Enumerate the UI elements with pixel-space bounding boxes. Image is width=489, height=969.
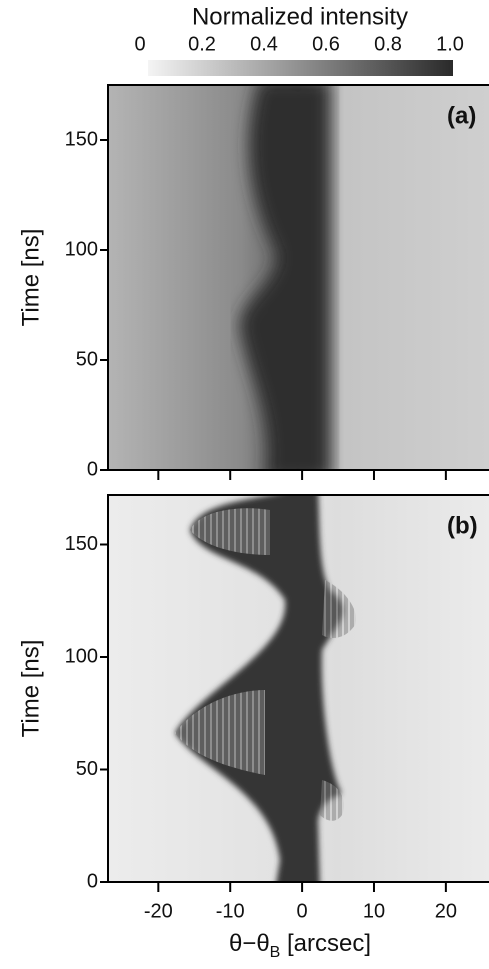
x-axis-label-part: [arcsec] [280, 930, 371, 957]
y-tick-label: 50 [76, 758, 98, 780]
y-tick-label: 150 [65, 128, 98, 150]
colorbar-tick-label: 0.4 [250, 33, 278, 55]
x-axis-label: θ−θB [arcsec] [229, 930, 371, 961]
x-axis-label-part: B [270, 944, 281, 961]
y-tick-label: 50 [76, 348, 98, 370]
colorbar-tick-label: 0.2 [188, 33, 216, 55]
colorbar-tick-label: 0.6 [312, 33, 340, 55]
frame [107, 84, 489, 471]
x-tick-label: -10 [216, 900, 245, 922]
y-tick-label: 100 [65, 645, 98, 667]
heatmap-image [108, 495, 489, 882]
x-tick-label: 10 [363, 900, 385, 922]
colorbar-tick-label: 0.8 [374, 33, 402, 55]
x-tick-label: 0 [297, 900, 308, 922]
heatmap-image [108, 85, 489, 470]
y-axis-label: Time [ns] [17, 229, 44, 327]
frame [107, 494, 489, 883]
y-axis-label: Time [ns] [17, 640, 44, 738]
colorbar-tick-label: 0 [134, 33, 145, 55]
panel-label: (b) [447, 512, 478, 539]
y-tick-label: 0 [87, 870, 98, 892]
x-axis-label-part: θ−θ [229, 930, 270, 957]
panel-label: (a) [447, 102, 476, 129]
x-tick-label: -20 [144, 900, 173, 922]
colorbar-tick-label: 1.0 [436, 33, 464, 55]
y-tick-label: 150 [65, 533, 98, 555]
y-tick-label: 100 [65, 238, 98, 260]
y-tick-label: 0 [87, 458, 98, 480]
colorbar [148, 60, 453, 76]
colorbar-title: Normalized intensity [192, 3, 408, 30]
x-tick-label: 20 [435, 900, 457, 922]
